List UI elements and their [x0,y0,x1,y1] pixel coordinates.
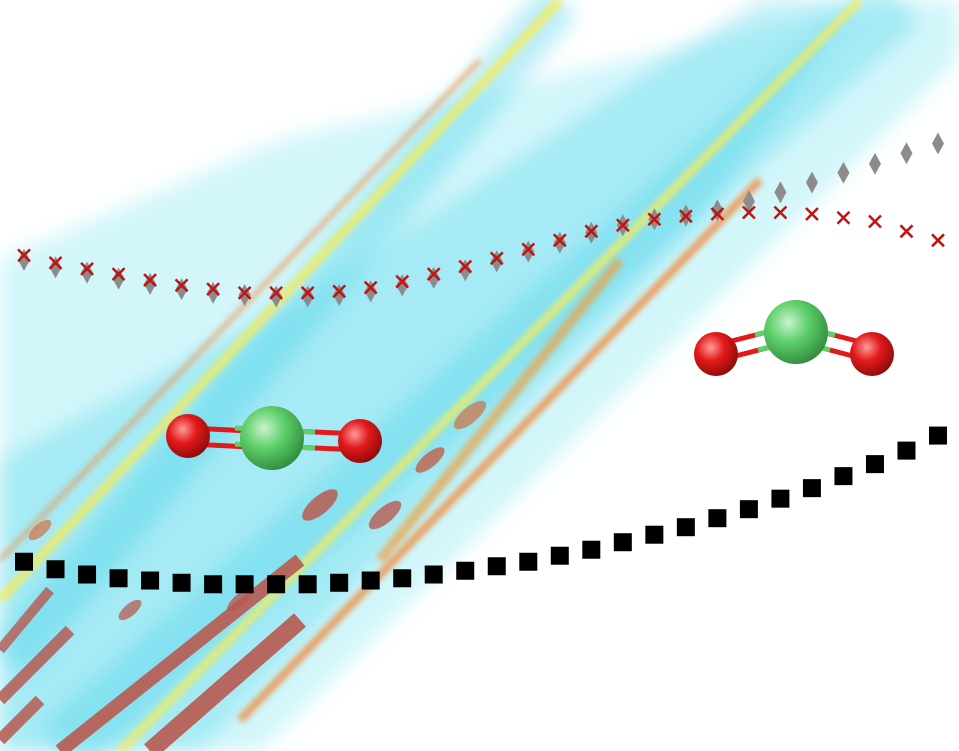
point-x-16 [521,242,536,257]
point-x-20 [647,212,662,227]
point-x-10 [332,284,347,299]
point-x-21 [678,209,693,224]
point-diamond-26 [837,161,850,184]
point-diamond-28 [900,142,913,165]
oxygen-atom-right [850,332,894,376]
point-x-28 [899,224,914,239]
point-x-6 [206,282,220,297]
point-x-7 [237,286,252,300]
point-square-6 [204,575,223,594]
central-atom [764,300,828,364]
point-diamond-3 [112,267,125,290]
point-x-1 [48,255,63,270]
point-x-3 [111,267,126,281]
point-x-29 [931,233,945,248]
point-square-25 [802,479,821,498]
oxygen-atom-left [694,332,738,376]
point-square-17 [550,546,569,565]
point-square-7 [235,575,254,594]
point-x-22 [710,207,725,221]
point-square-19 [613,533,632,552]
point-x-15 [489,251,504,266]
point-x-9 [300,286,315,300]
point-diamond-1 [49,256,62,279]
point-diamond-25 [805,171,818,194]
point-square-26 [834,467,853,486]
point-square-4 [141,571,160,590]
point-x-25 [805,207,819,221]
point-square-28 [897,441,916,460]
point-square-0 [15,552,33,571]
point-x-19 [615,218,630,233]
point-x-11 [363,280,378,295]
point-x-26 [836,210,851,225]
point-diamond-27 [868,152,881,175]
oxygen-atom-left [166,414,210,458]
point-square-24 [771,489,790,508]
point-square-14 [456,561,475,580]
point-diamond-24 [774,181,787,204]
point-x-5 [174,278,189,293]
point-square-10 [330,573,349,592]
point-square-15 [487,557,506,576]
point-square-27 [865,455,884,474]
point-x-17 [552,233,567,248]
point-diamond-0 [18,248,30,271]
bent-molecule [694,300,894,376]
point-x-24 [773,205,788,220]
point-square-23 [739,500,758,519]
point-square-21 [676,518,695,537]
point-square-16 [519,552,538,571]
point-square-29 [929,426,947,445]
linear-molecule [166,406,382,470]
point-diamond-23 [742,190,755,213]
point-x-13 [426,267,441,281]
point-x-2 [80,261,94,276]
point-square-3 [109,569,128,588]
series-x [17,205,945,300]
point-square-20 [645,525,664,544]
point-square-12 [393,569,412,588]
point-x-23 [742,205,756,220]
central-atom [240,406,304,470]
point-square-2 [78,565,97,584]
point-x-8 [269,286,284,300]
point-square-11 [361,571,380,590]
point-square-8 [267,575,286,594]
point-square-5 [172,573,191,592]
point-square-9 [298,575,317,594]
point-x-27 [868,214,882,229]
point-diamond-29 [932,132,944,155]
point-x-12 [395,274,410,289]
point-square-22 [708,509,727,528]
point-square-18 [582,540,601,559]
point-x-18 [584,224,599,239]
molecules-layer [166,300,894,470]
point-square-1 [46,560,65,579]
point-x-14 [458,259,473,274]
point-x-4 [143,273,157,288]
series-layer [15,132,947,594]
point-square-13 [424,565,443,584]
oxygen-atom-right [338,419,382,463]
series-square [15,426,947,594]
point-x-0 [17,248,31,263]
